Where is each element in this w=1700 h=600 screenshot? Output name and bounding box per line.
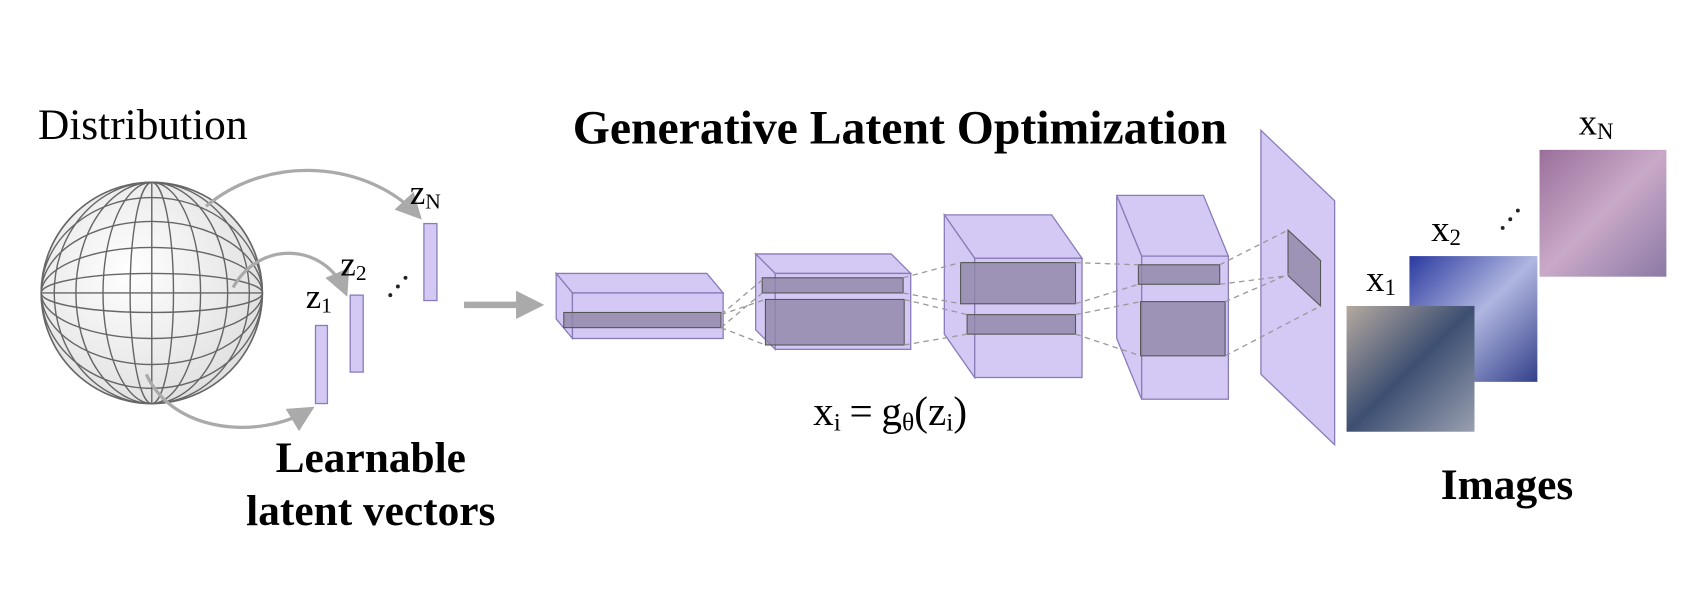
- distribution-label: Distribution: [38, 101, 248, 149]
- arrow: [144, 373, 315, 432]
- text-part: x: [813, 388, 834, 434]
- latent-label: z2: [340, 245, 366, 285]
- network: [554, 128, 1336, 447]
- latent-vector: [423, 222, 438, 302]
- text-part: θ: [902, 408, 914, 437]
- title: Generative Latent Optimization: [573, 101, 1227, 154]
- images-caption: Images: [1441, 461, 1573, 509]
- latent-label: z1: [306, 277, 332, 317]
- image-label: xN: [1579, 102, 1614, 144]
- image-label: x1: [1366, 258, 1396, 300]
- text-part: z: [306, 277, 321, 316]
- text-part: 2: [356, 261, 367, 285]
- text-part: z: [928, 388, 946, 434]
- text-part: g: [881, 388, 902, 434]
- latent-label: zN: [410, 173, 441, 213]
- latent-vector: [349, 294, 364, 373]
- text-part: =: [849, 388, 872, 434]
- image-label: x2: [1431, 208, 1461, 250]
- latent-caption: latent vectors: [246, 487, 495, 535]
- text-part: z: [340, 245, 355, 284]
- flow-arrow: [464, 290, 545, 319]
- ellipsis: [388, 275, 408, 298]
- text-part: z: [410, 173, 425, 212]
- text-part: x: [1431, 208, 1449, 249]
- ellipsis: [1500, 208, 1520, 230]
- text-part: N: [425, 189, 441, 213]
- arrow: [204, 168, 422, 220]
- text-part: (: [914, 388, 928, 435]
- text-part: 2: [1450, 225, 1461, 250]
- image: [1346, 305, 1475, 432]
- text-part: 1: [1385, 275, 1396, 300]
- text-part: N: [1597, 119, 1614, 144]
- text-part: x: [1579, 102, 1597, 143]
- arrow: [231, 251, 350, 297]
- text-part: i: [946, 408, 953, 437]
- text-part: ): [953, 388, 967, 435]
- latent-caption: Learnable: [276, 434, 466, 482]
- text-part: i: [834, 408, 841, 437]
- sphere: [40, 181, 264, 405]
- equation: xi = gθ(zi): [813, 388, 967, 436]
- text-part: 1: [321, 293, 332, 317]
- latent-vector: [314, 324, 329, 405]
- text-part: x: [1366, 258, 1384, 299]
- image: [1539, 149, 1667, 277]
